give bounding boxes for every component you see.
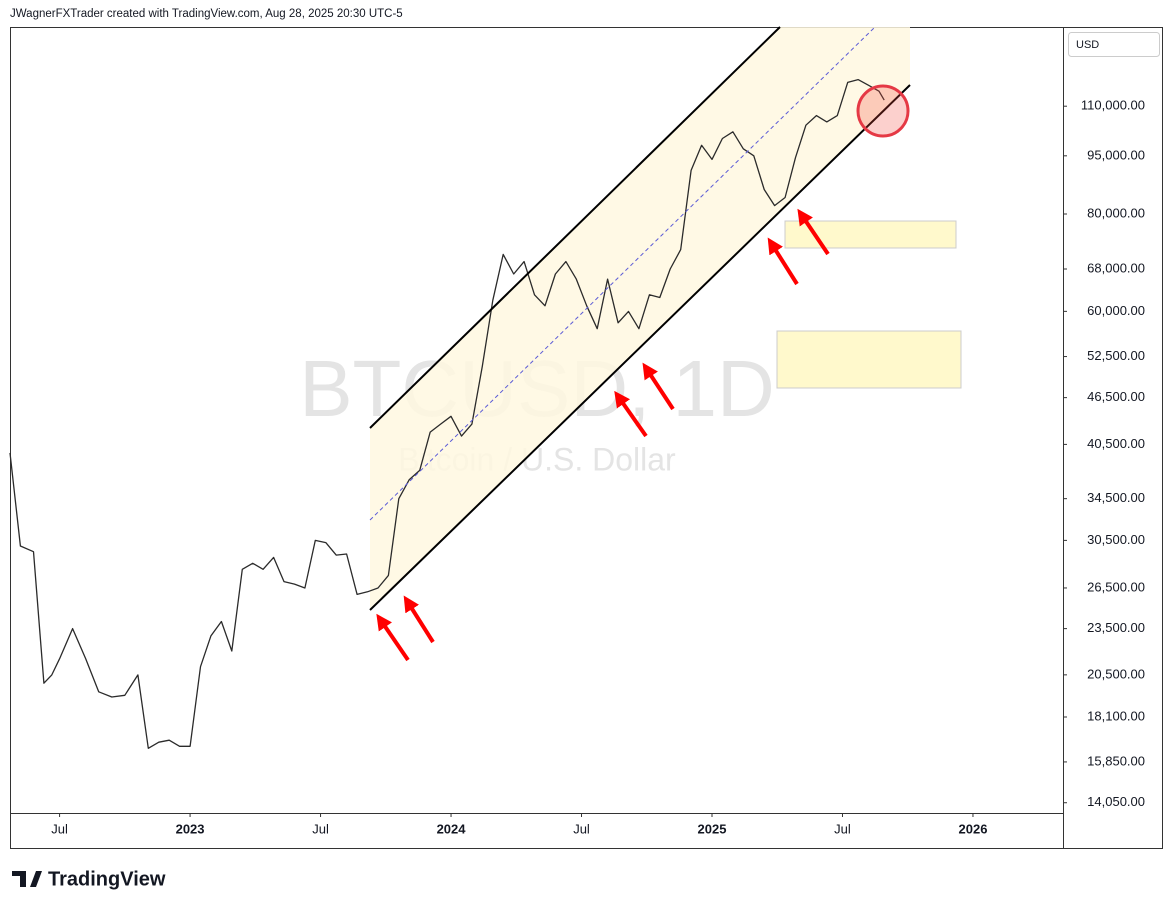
zone-lower: [776, 330, 962, 389]
y-tick-label: 30,500.00: [1087, 532, 1145, 547]
plot-area: [9, 78, 885, 749]
arrow: [403, 595, 435, 644]
brand-logo: TradingView: [12, 868, 166, 890]
y-tick-label: 46,500.00: [1087, 389, 1145, 404]
channel-fill: [370, 27, 910, 610]
y-tick-label: 23,500.00: [1087, 620, 1145, 635]
brand-icon: [12, 871, 42, 887]
y-tick-label: 60,000.00: [1087, 303, 1145, 318]
currency-box: [1068, 32, 1160, 57]
y-tick-label: 40,500.00: [1087, 436, 1145, 451]
y-tick-label: 20,500.00: [1087, 666, 1145, 681]
arrow: [642, 362, 675, 411]
x-tick-label: 2025: [698, 821, 727, 836]
y-tick-label: 80,000.00: [1087, 205, 1145, 220]
arrow: [767, 237, 799, 286]
frame: [10, 27, 1163, 849]
y-tick-label: 18,100.00: [1087, 708, 1145, 723]
arrow: [376, 613, 410, 662]
highlight-circle: [856, 84, 910, 138]
arrow: [614, 390, 648, 438]
x-tick-label: Jul: [312, 821, 329, 836]
channel-upper: [369, 26, 781, 429]
brand-name: TradingView: [48, 868, 166, 890]
channel-mid: [369, 26, 876, 521]
x-tick-label: Jul: [834, 821, 851, 836]
y-tick-label: 110,000.00: [1081, 98, 1145, 113]
x-tick-label: Jul: [51, 821, 68, 836]
x-tick-label: 2024: [437, 821, 467, 836]
x-tick-label: Jul: [573, 821, 590, 836]
channel-lower: [369, 84, 911, 611]
x-tick-label: 2026: [959, 821, 988, 836]
header-text: JWagnerFXTrader created with TradingView…: [10, 8, 403, 20]
arrows: [376, 208, 830, 662]
y-tick-label: 14,050.00: [1087, 794, 1145, 809]
y-tick-label: 26,500.00: [1087, 579, 1145, 594]
y-tick-label: 34,500.00: [1087, 490, 1145, 505]
y-tick-label: 52,500.00: [1087, 348, 1145, 363]
price-line: [9, 78, 885, 749]
x-tick-label: 2023: [176, 821, 205, 836]
arrow: [797, 208, 830, 256]
y-tick-label: 15,850.00: [1087, 753, 1145, 768]
currency-label: USD: [1076, 39, 1099, 51]
y-tick-label: 68,000.00: [1087, 260, 1145, 275]
y-tick-label: 95,000.00: [1087, 147, 1145, 162]
